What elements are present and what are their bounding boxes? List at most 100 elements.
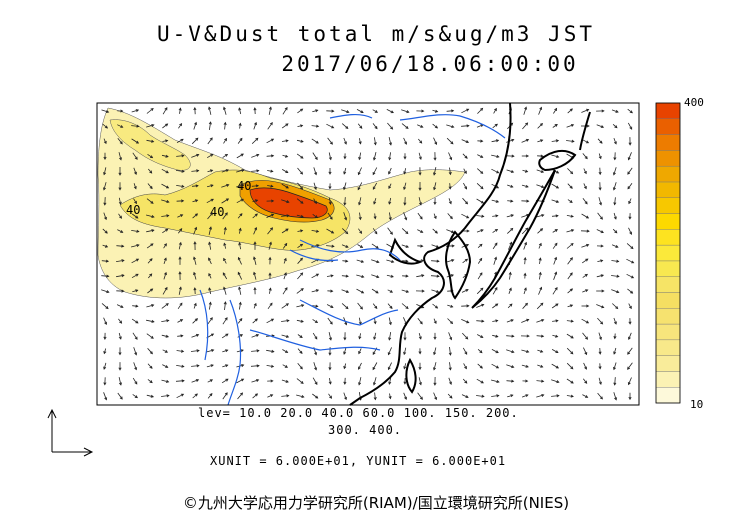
wind-arrow-head xyxy=(193,302,197,307)
wind-arrow xyxy=(567,168,573,174)
wind-arrow-head xyxy=(194,213,199,217)
wind-arrow-head xyxy=(373,216,377,220)
wind-arrow xyxy=(551,395,559,397)
wind-arrow xyxy=(239,123,241,129)
wind-arrow xyxy=(175,170,185,172)
wind-arrow-head xyxy=(180,138,184,142)
wind-arrow xyxy=(311,230,319,232)
wind-arrow-head xyxy=(403,171,407,175)
wind-arrow xyxy=(476,304,484,308)
wind-arrow xyxy=(177,302,183,310)
wind-arrow-head xyxy=(480,186,484,190)
wind-arrow-head xyxy=(315,395,319,399)
wind-arrow xyxy=(491,199,499,203)
wind-arrow-head xyxy=(509,303,513,307)
wind-arrow xyxy=(433,347,437,355)
wind-arrow-head xyxy=(104,397,108,401)
wind-arrow xyxy=(477,258,483,264)
wind-arrow-head xyxy=(585,336,589,340)
wind-arrow xyxy=(358,377,362,385)
wind-arrow-head xyxy=(179,228,183,232)
wind-arrow-head xyxy=(433,352,437,356)
wind-arrow-head xyxy=(178,107,182,111)
wind-arrow-head xyxy=(105,259,110,263)
wind-arrow-head xyxy=(600,230,604,234)
wind-arrow-head xyxy=(136,124,140,128)
wind-arrow-head xyxy=(330,230,335,234)
wind-arrow xyxy=(313,198,317,204)
wind-arrow-head xyxy=(554,286,558,291)
wind-arrow xyxy=(251,185,259,187)
wind-arrow-head xyxy=(345,274,349,278)
wind-arrow xyxy=(401,303,409,309)
wind-arrow xyxy=(628,227,632,235)
wind-arrow-head xyxy=(451,125,455,128)
wind-arrow-head xyxy=(209,317,213,321)
wind-arrow-head xyxy=(480,287,484,291)
wind-arrow xyxy=(146,124,154,128)
wind-arrow xyxy=(147,183,153,189)
wind-arrow-head xyxy=(511,138,515,142)
wind-arrow xyxy=(177,319,183,323)
wind-arrow xyxy=(551,199,559,203)
wind-arrow-head xyxy=(195,333,200,337)
wind-arrow-head xyxy=(314,352,318,356)
wind-arrow xyxy=(281,215,289,217)
wind-arrow-head xyxy=(285,123,289,127)
wind-arrow-head xyxy=(241,184,245,187)
wind-arrow xyxy=(237,213,243,219)
wind-arrow xyxy=(492,123,498,129)
wind-arrow-head xyxy=(556,394,560,398)
wind-arrow-head xyxy=(299,257,303,261)
wind-arrow-head xyxy=(150,200,154,204)
wind-arrow-head xyxy=(210,169,214,173)
wind-arrow-head xyxy=(285,170,289,174)
wind-arrow-head xyxy=(496,394,500,398)
wind-arrow-head xyxy=(404,217,408,221)
wind-arrow-head xyxy=(239,334,244,338)
wind-arrow xyxy=(282,243,288,249)
wind-arrow xyxy=(566,124,574,128)
wind-arrow xyxy=(221,333,229,339)
wind-arrow xyxy=(163,257,167,265)
wind-arrow-head xyxy=(358,366,361,370)
wind-arrow-head xyxy=(358,382,362,386)
wind-arrow-head xyxy=(419,321,423,325)
wind-arrow xyxy=(251,334,259,338)
wind-arrow-head xyxy=(600,125,605,128)
wind-arrow xyxy=(403,168,407,174)
wind-arrow xyxy=(463,182,467,190)
wind-arrow-head xyxy=(434,141,438,146)
wind-arrow xyxy=(596,304,604,308)
wind-arrow xyxy=(131,125,139,127)
wind-arrow xyxy=(237,272,243,280)
wind-arrow-head xyxy=(253,241,257,245)
wind-arrow xyxy=(356,259,364,263)
wind-arrow-head xyxy=(540,139,544,143)
wind-arrow-head xyxy=(525,138,530,142)
wind-arrow-head xyxy=(540,228,544,232)
wind-arrow xyxy=(536,169,544,173)
wind-arrow xyxy=(252,213,258,219)
wind-arrow-head xyxy=(343,337,347,341)
wind-arrow xyxy=(509,272,511,280)
wind-arrow-head xyxy=(418,366,422,371)
wind-arrow-head xyxy=(223,226,227,231)
wind-arrow-head xyxy=(554,107,558,112)
wind-arrow-head xyxy=(555,214,559,218)
wind-arrow-head xyxy=(345,231,349,235)
wind-arrow xyxy=(598,377,602,385)
wind-arrow xyxy=(372,362,378,370)
wind-arrow-head xyxy=(285,350,289,353)
wind-arrow xyxy=(508,242,512,250)
wind-arrow-head xyxy=(598,171,602,176)
wind-arrow-head xyxy=(494,123,498,127)
wind-arrow xyxy=(296,214,304,218)
wind-arrow xyxy=(582,197,588,205)
wind-arrow-head xyxy=(466,215,470,219)
wind-arrow-head xyxy=(405,274,409,278)
wind-arrow xyxy=(386,259,394,263)
wind-arrow xyxy=(552,334,558,338)
wind-arrow-head xyxy=(329,141,333,145)
wind-arrow-head xyxy=(329,395,332,399)
